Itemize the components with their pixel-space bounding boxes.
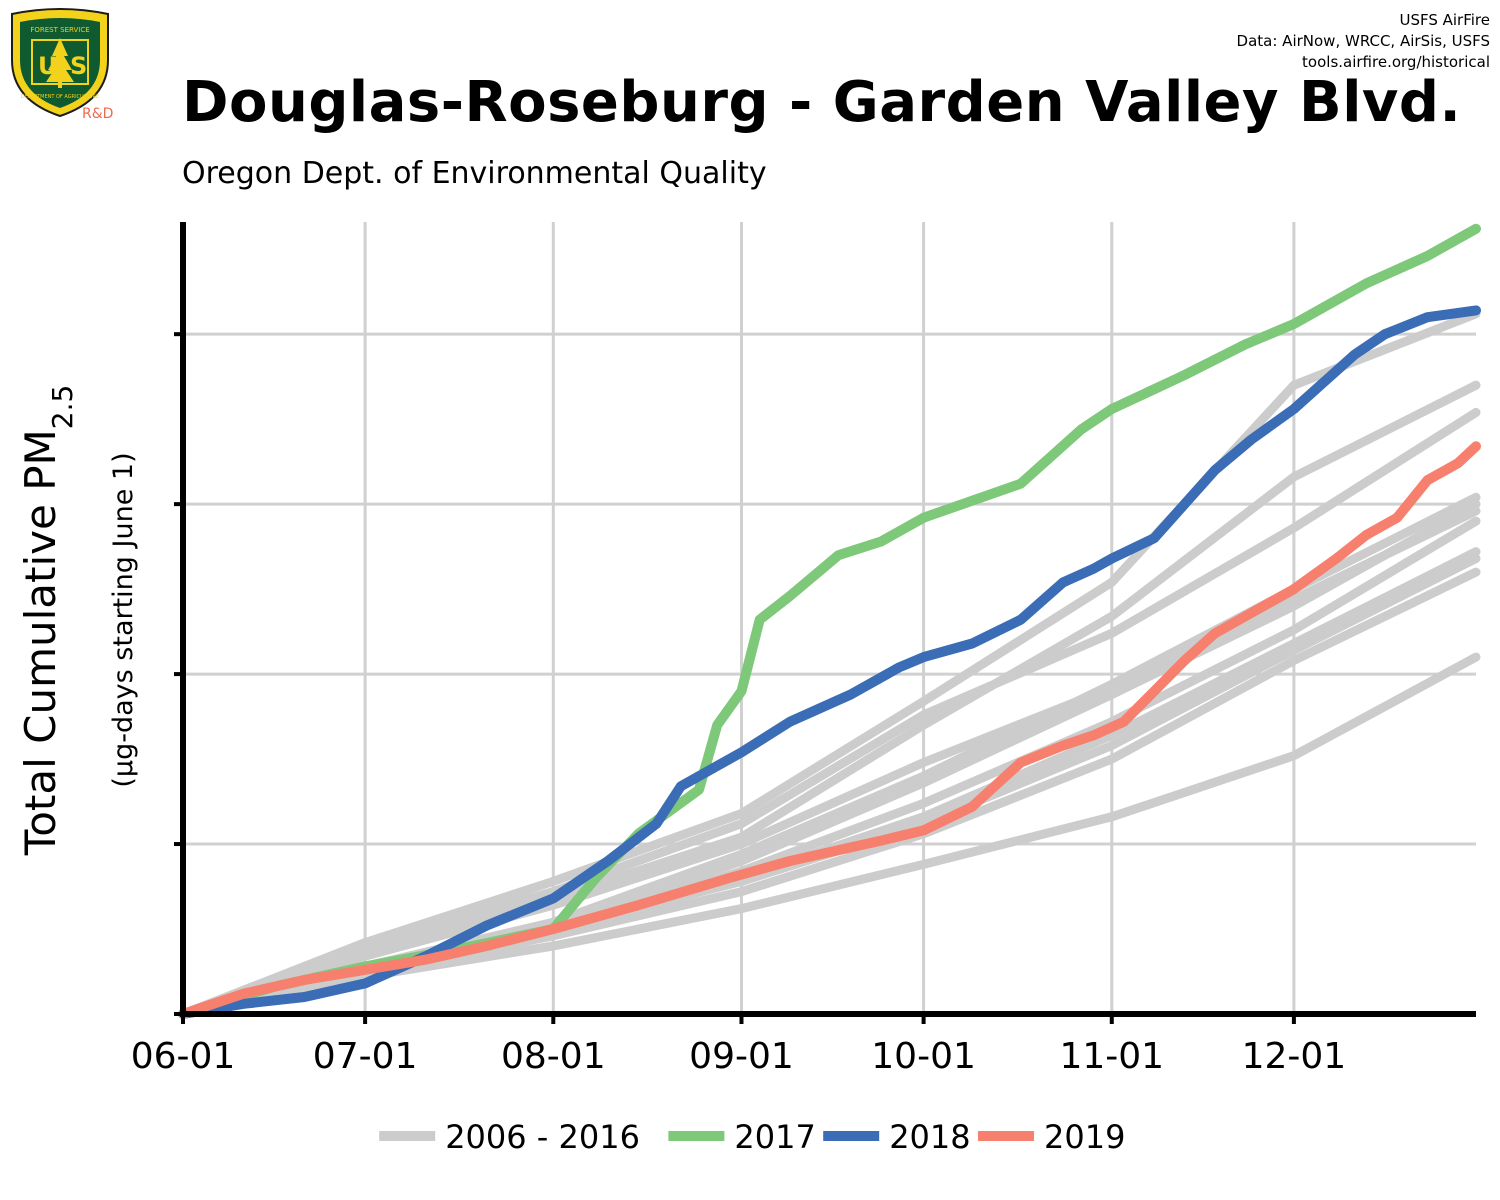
x-tick-label-11-01: 11-01: [1059, 1036, 1164, 1077]
x-tick-labels: 06-01 07-01 08-01 09-01 10-01 11-01 12-01: [131, 1036, 1346, 1077]
y-axis-units: (µg-days starting June 1): [108, 452, 139, 787]
credit-line-1: USFS AirFire: [1399, 11, 1490, 29]
y-axis-title-subscript: 2.5: [46, 385, 79, 430]
legend-label-4: 2019: [1044, 1118, 1125, 1156]
logo-rd-label: R&D: [82, 106, 114, 122]
historical-series-line-8: [178, 506, 1481, 1019]
series-line-2018: [178, 305, 1481, 1019]
x-tick-label-07-01: 07-01: [313, 1036, 418, 1077]
grid-lines: [181, 222, 1476, 1014]
x-tick-label-08-01: 08-01: [501, 1036, 606, 1077]
svg-text:S: S: [70, 52, 87, 80]
x-tick-label-10-01: 10-01: [871, 1036, 976, 1077]
data-credits: USFS AirFire Data: AirNow, WRCC, AirSis,…: [1237, 10, 1490, 73]
x-tick-label-12-01: 12-01: [1242, 1036, 1347, 1077]
credit-line-2: Data: AirNow, WRCC, AirSis, USFS: [1236, 32, 1490, 50]
chart-subtitle: Oregon Dept. of Environmental Quality: [182, 156, 767, 191]
chart-title: Douglas-Roseburg - Garden Valley Blvd.: [182, 70, 1462, 135]
axes: [174, 222, 1476, 1024]
usfs-logo: U S FOREST SERVICE DEPARTMENT OF AGRICUL…: [8, 8, 114, 122]
legend-label-1: 2006 - 2016: [445, 1118, 640, 1156]
series-line-2019: [178, 441, 1481, 1019]
y-axis-label: Total Cumulative PM2.5 (µg-days starting…: [16, 385, 139, 857]
historical-series-line-10: [178, 380, 1481, 1019]
svg-text:U: U: [38, 52, 58, 80]
historical-series-line-11: [178, 309, 1481, 1019]
usfs-shield-icon: U S FOREST SERVICE DEPARTMENT OF AGRICUL…: [11, 8, 109, 118]
series-line-2017: [178, 223, 1481, 1019]
highlight-series-group: [178, 223, 1481, 1019]
logo-bottom-text: DEPARTMENT OF AGRICULTURE: [21, 94, 99, 100]
legend-label-2: 2017: [734, 1118, 815, 1156]
x-tick-label-06-01: 06-01: [131, 1036, 236, 1077]
x-tick-label-09-01: 09-01: [689, 1036, 794, 1077]
credit-line-3: tools.airfire.org/historical: [1302, 53, 1490, 71]
logo-top-text: FOREST SERVICE: [30, 26, 89, 34]
y-axis-title: Total Cumulative PM: [16, 429, 65, 856]
legend: 2006 - 2016 2017 2018 2019: [379, 1118, 1125, 1156]
legend-label-3: 2018: [889, 1118, 970, 1156]
svg-text:Total Cumulative PM2.5: Total Cumulative PM2.5: [16, 385, 79, 857]
